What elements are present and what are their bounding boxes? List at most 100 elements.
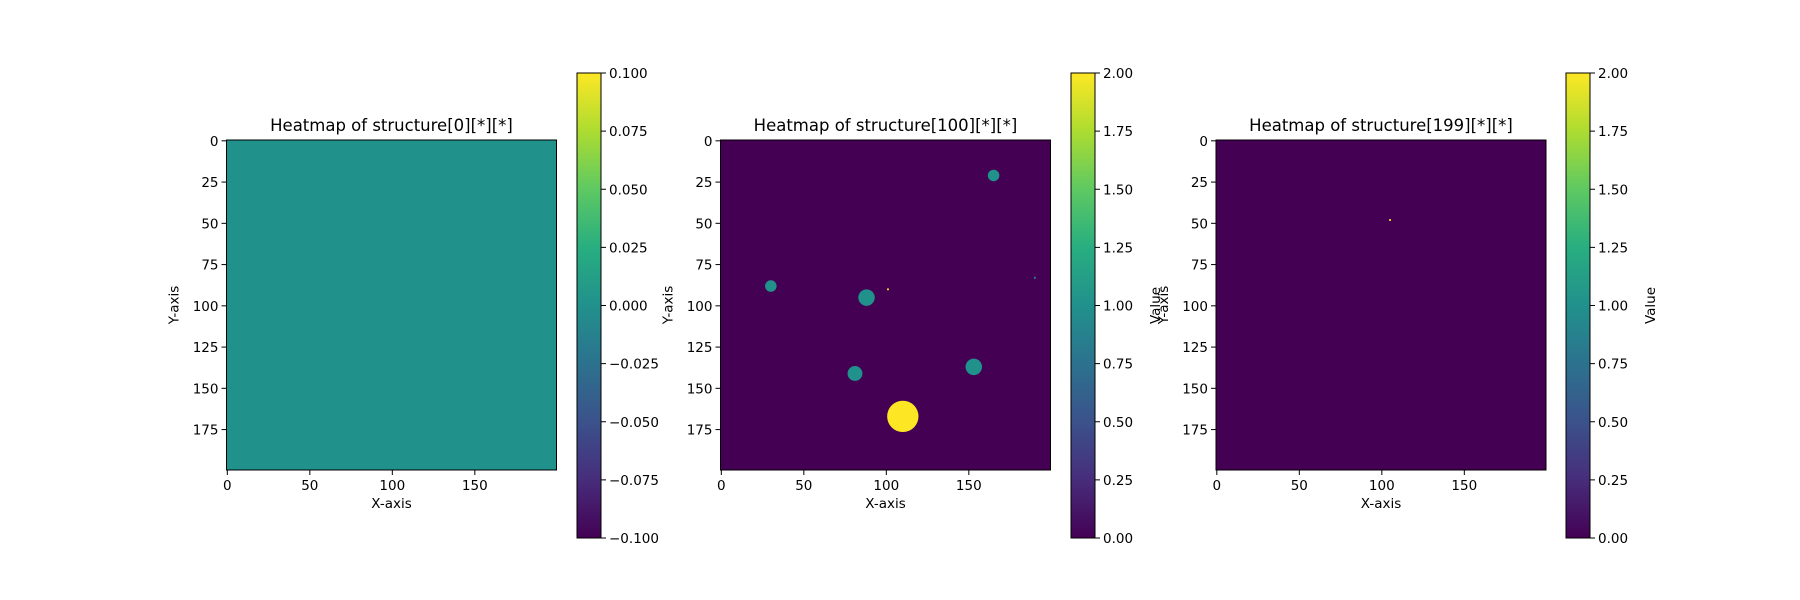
heatmap-panel-3: Heatmap of structure[199][*][*] 0 50 100 15… (1156, 66, 1659, 547)
heatmap-blob (887, 400, 919, 433)
colorbar-tick-label: 2.00 (1103, 66, 1133, 82)
heatmap-blob (858, 289, 875, 306)
colorbar-gradient (1070, 72, 1096, 539)
y-tick-label: 25 (1191, 175, 1208, 191)
y-tick-label: 150 (687, 381, 713, 397)
heatmap-cell (1033, 276, 1036, 279)
y-tick-label: 0 (704, 134, 713, 150)
colorbar-tick-label: 0.00 (1103, 531, 1133, 547)
colorbar-tick-label: 1.00 (1598, 299, 1628, 315)
x-tick-label: 50 (795, 478, 812, 494)
y-axis-ticks: 0 25 50 75 100 125 150 175 (687, 134, 721, 439)
colorbar-tick-label: 0.100 (609, 66, 648, 82)
y-tick-label: 25 (695, 175, 712, 191)
colorbar: 2.00 1.75 1.50 1.25 1.00 0.75 0.50 0.25 0.00 (1565, 66, 1628, 547)
y-tick-label: 100 (687, 299, 713, 315)
plot-frame (1215, 139, 1547, 471)
colorbar-tick-label: 0.25 (1103, 473, 1133, 489)
x-tick-label: 50 (1291, 478, 1308, 494)
panel-title: Heatmap of structure[100][*][*] (754, 116, 1018, 135)
y-tick-label: 25 (201, 175, 218, 191)
colorbar-tick-label: −0.100 (609, 531, 659, 547)
x-axis-ticks: 0 50 100 150 (717, 470, 982, 494)
y-tick-label: 125 (1182, 340, 1208, 356)
colorbar-tick-label: 1.00 (1103, 299, 1133, 315)
colorbar-tick-label: 0.75 (1103, 357, 1133, 373)
colorbar-tick-label: 1.25 (1103, 240, 1133, 256)
y-tick-label: 0 (210, 134, 219, 150)
plot-area (1215, 139, 1547, 471)
x-tick-label: 100 (379, 478, 405, 494)
heatmap-cell (1389, 219, 1391, 221)
colorbar-tick-label: 1.50 (1598, 182, 1628, 198)
colorbar-label: Value (1148, 287, 1164, 324)
y-axis-label: Y-axis (167, 286, 183, 326)
y-tick-label: 50 (1191, 216, 1208, 232)
heatmap-background (1216, 140, 1546, 470)
heatmap-blob (765, 280, 777, 292)
y-tick-label: 100 (1182, 299, 1208, 315)
colorbar: 0.100 0.075 0.050 0.025 0.000 −0.025 −0.050 −0.… (576, 66, 659, 547)
colorbar-tick-label: −0.025 (609, 357, 659, 373)
colorbar-label: Value (1643, 287, 1659, 324)
x-axis-ticks: 0 50 100 150 (223, 470, 488, 494)
colorbar-tick-label: 0.050 (609, 182, 648, 198)
x-tick-label: 0 (1213, 478, 1222, 494)
x-axis-ticks: 0 50 100 150 (1213, 470, 1477, 494)
y-tick-label: 125 (687, 340, 713, 356)
y-axis-label: Y-axis (661, 286, 677, 326)
y-tick-label: 50 (695, 216, 712, 232)
colorbar-tick-label: 0.75 (1598, 357, 1628, 373)
colorbar-tick-label: 0.000 (609, 299, 648, 315)
y-tick-label: 125 (193, 340, 219, 356)
colorbar-tick-label: 2.00 (1598, 66, 1628, 82)
x-tick-label: 100 (1369, 478, 1395, 494)
y-tick-label: 75 (695, 258, 712, 274)
y-axis-label: Y-axis (1156, 286, 1172, 326)
colorbar-tick-label: 0.50 (1598, 415, 1628, 431)
x-tick-label: 100 (873, 478, 899, 494)
colorbar-tick-label: 1.75 (1103, 124, 1133, 140)
panel-title: Heatmap of structure[199][*][*] (1249, 116, 1513, 135)
y-tick-label: 50 (201, 216, 218, 232)
y-tick-label: 175 (1182, 423, 1208, 439)
plot-area (720, 139, 1051, 471)
colorbar-tick-label: 1.75 (1598, 124, 1628, 140)
y-tick-label: 75 (1191, 258, 1208, 274)
y-axis-ticks: 0 25 50 75 100 125 150 175 (1182, 134, 1216, 439)
y-tick-label: 150 (193, 381, 219, 397)
heatmap-blob (847, 366, 863, 381)
x-axis-label: X-axis (371, 496, 412, 512)
colorbar-tick-label: 0.00 (1598, 531, 1628, 547)
colorbar: 2.00 1.75 1.50 1.25 1.00 0.75 0.50 0.25 0.00 (1070, 66, 1133, 547)
y-tick-label: 175 (193, 423, 219, 439)
y-tick-label: 75 (201, 258, 218, 274)
x-tick-label: 150 (956, 478, 982, 494)
y-tick-label: 100 (193, 299, 219, 315)
heatmap-background (226, 140, 557, 470)
y-tick-label: 0 (1199, 134, 1208, 150)
heatmap-cell (887, 288, 889, 291)
x-tick-label: 50 (301, 478, 318, 494)
heatmap-blob (965, 358, 983, 376)
colorbar-tick-label: 0.50 (1103, 415, 1133, 431)
heatmap-background (720, 140, 1051, 470)
colorbar-tick-label: 0.25 (1598, 473, 1628, 489)
x-axis-label: X-axis (1361, 496, 1402, 512)
x-tick-label: 0 (223, 478, 232, 494)
colorbar-tick-label: −0.050 (609, 415, 659, 431)
panel-title: Heatmap of structure[0][*][*] (270, 116, 513, 135)
x-axis-label: X-axis (865, 496, 906, 512)
heatmap-blob (987, 169, 1000, 182)
heatmap-panel-2: Heatmap of structure[100][*][*] 0 50 100 15… (661, 66, 1165, 547)
colorbar-gradient (1565, 72, 1591, 539)
heatmap-panel-1: Heatmap of structure[0][*][*] 0 50 100 150 … (167, 66, 659, 547)
x-tick-label: 150 (1451, 478, 1477, 494)
colorbar-tick-label: 1.25 (1598, 240, 1628, 256)
y-axis-ticks: 0 25 50 75 100 125 150 175 (193, 134, 227, 439)
y-tick-label: 175 (687, 423, 713, 439)
y-tick-label: 150 (1182, 381, 1208, 397)
colorbar-tick-label: 1.50 (1103, 182, 1133, 198)
x-tick-label: 0 (717, 478, 726, 494)
